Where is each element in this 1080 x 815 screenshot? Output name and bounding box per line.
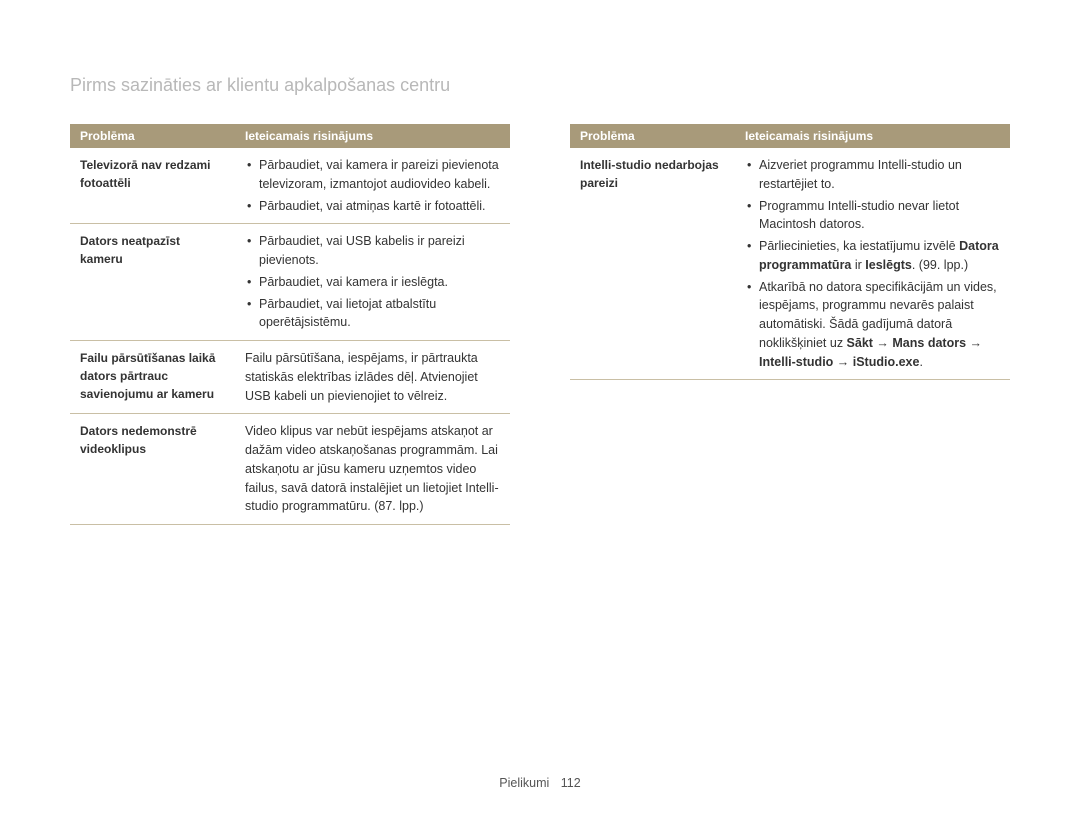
solution-cell: Aizveriet programmu Intelli-studio un re… [735,148,1010,380]
table-row: Dators nedemonstrē videoklipus Video kli… [70,414,510,525]
problem-cell: Dators nedemonstrē videoklipus [70,414,235,525]
table-row: Televizorā nav redzami fotoattēli Pārbau… [70,148,510,224]
bullet-item: Pārbaudiet, vai kamera ir pareizi pievie… [245,156,500,194]
problem-cell: Televizorā nav redzami fotoattēli [70,148,235,224]
footer-section: Pielikumi [499,776,549,790]
col-header-problem: Problēma [570,124,735,148]
solution-cell: Pārbaudiet, vai USB kabelis ir pareizi p… [235,224,510,341]
bullet-item: Pārbaudiet, vai atmiņas kartē ir fotoatt… [245,197,500,216]
table-row: Dators neatpazīst kameru Pārbaudiet, vai… [70,224,510,341]
bullet-item: Atkarībā no datora specifikācijām un vid… [745,278,1000,372]
col-header-solution: Ieteicamais risinājums [735,124,1010,148]
footer-page-number: 112 [561,776,581,790]
page-title: Pirms sazināties ar klientu apkalpošanas… [70,75,1010,96]
col-header-problem: Problēma [70,124,235,148]
troubleshoot-table-left: Problēma Ieteicamais risinājums Televizo… [70,124,510,525]
content-columns: Problēma Ieteicamais risinājums Televizo… [70,124,1010,525]
table-row: Failu pārsūtīšanas laikā dators pārtrauc… [70,341,510,414]
solution-cell: Video klipus var nebūt iespējams atskaņo… [235,414,510,525]
bullet-item: Pārbaudiet, vai kamera ir ieslēgta. [245,273,500,292]
right-column: Problēma Ieteicamais risinājums Intelli-… [570,124,1010,525]
solution-cell: Failu pārsūtīšana, iespējams, ir pārtrau… [235,341,510,414]
bullet-item: Pārliecinieties, ka iestatījumu izvēlē D… [745,237,1000,275]
bullet-item: Pārbaudiet, vai lietojat atbalstītu oper… [245,295,500,333]
problem-cell: Dators neatpazīst kameru [70,224,235,341]
bullet-item: Pārbaudiet, vai USB kabelis ir pareizi p… [245,232,500,270]
bullet-item: Aizveriet programmu Intelli-studio un re… [745,156,1000,194]
left-column: Problēma Ieteicamais risinājums Televizo… [70,124,510,525]
col-header-solution: Ieteicamais risinājums [235,124,510,148]
troubleshoot-table-right: Problēma Ieteicamais risinājums Intelli-… [570,124,1010,380]
page-footer: Pielikumi 112 [0,776,1080,790]
table-row: Intelli-studio nedarbojas pareizi Aizver… [570,148,1010,380]
solution-cell: Pārbaudiet, vai kamera ir pareizi pievie… [235,148,510,224]
problem-cell: Intelli-studio nedarbojas pareizi [570,148,735,380]
problem-cell: Failu pārsūtīšanas laikā dators pārtrauc… [70,341,235,414]
bullet-item: Programmu Intelli-studio nevar lietot Ma… [745,197,1000,235]
